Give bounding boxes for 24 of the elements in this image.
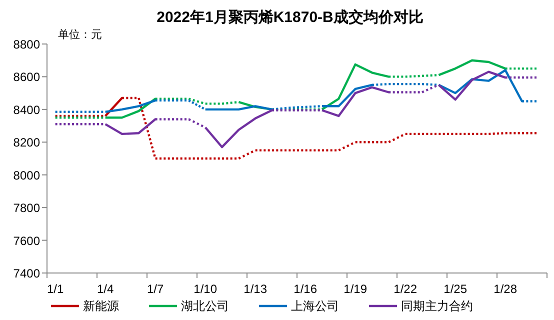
chart-title: 2022年1月聚丙烯K1870-B成交均价对比 xyxy=(156,8,424,26)
y-tick-label: 7800 xyxy=(13,201,40,216)
x-tick-label: 1/4 xyxy=(96,282,114,296)
x-tick-label: 1/28 xyxy=(494,282,518,296)
x-tick-label: 1/13 xyxy=(244,282,268,296)
x-tick-label: 1/19 xyxy=(344,282,368,296)
legend-label: 同期主力合约 xyxy=(401,299,473,313)
y-tick-label: 7600 xyxy=(13,234,40,248)
x-tick-label: 1/16 xyxy=(294,282,318,296)
y-tick-label: 8000 xyxy=(13,168,40,182)
y-tick-label: 8400 xyxy=(13,102,40,117)
x-tick-label: 1/1 xyxy=(46,282,64,296)
y-tick-label: 8800 xyxy=(13,38,40,52)
legend-label: 上海公司 xyxy=(291,299,339,313)
x-tick-label: 1/22 xyxy=(394,282,418,296)
legend-label: 新能源 xyxy=(83,299,119,313)
x-tick-label: 1/10 xyxy=(194,282,218,296)
y-tick-label: 8600 xyxy=(13,70,40,84)
text: 单位：元 xyxy=(58,28,102,41)
legend-label: 湖北公司 xyxy=(181,299,229,313)
x-tick-label: 1/7 xyxy=(146,282,164,296)
y-tick-label: 7400 xyxy=(13,266,40,280)
y-tick-label: 8200 xyxy=(13,136,40,150)
x-tick-label: 1/25 xyxy=(444,282,468,296)
